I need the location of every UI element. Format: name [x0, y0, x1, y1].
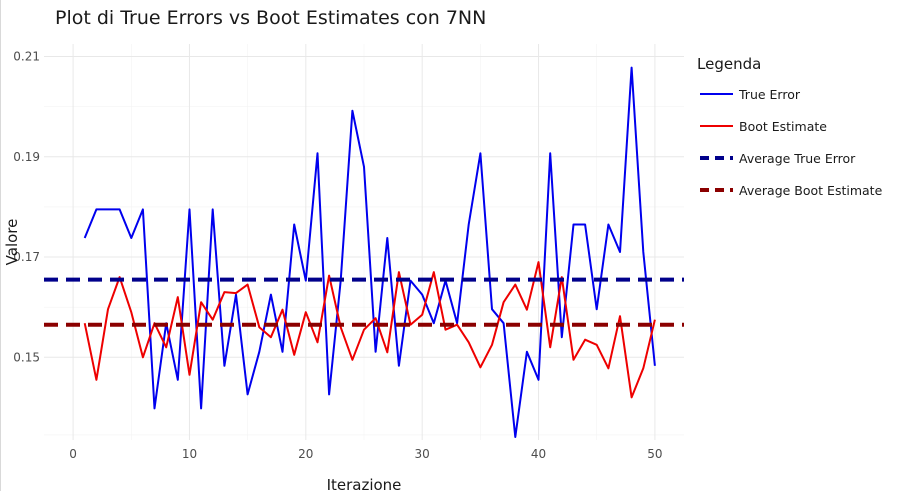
- y-tick-label: 0.17: [13, 250, 40, 264]
- y-axis-title: Valore: [3, 219, 21, 266]
- legend-item-boot-estimate: Boot Estimate: [697, 110, 892, 142]
- window-left-border: [0, 0, 1, 491]
- legend-key-true-error: [700, 93, 733, 95]
- legend-label: Average True Error: [739, 150, 856, 166]
- grid: [44, 44, 684, 440]
- legend: Legenda True Error Boot Estimate Average T…: [697, 55, 892, 206]
- x-tick-label: 20: [298, 447, 313, 461]
- y-tick-label: 0.15: [13, 350, 40, 364]
- legend-key-average-boot-estimate: [700, 188, 733, 192]
- legend-label: True Error: [739, 86, 800, 102]
- legend-title: Legenda: [697, 55, 762, 73]
- y-tick-label: 0.19: [13, 150, 40, 164]
- x-tick-label: 30: [415, 447, 430, 461]
- legend-key-average-true-error: [700, 156, 733, 160]
- x-tick-label: 40: [531, 447, 546, 461]
- x-tick-label: 0: [69, 447, 77, 461]
- x-tick-label: 50: [647, 447, 662, 461]
- x-tick-label: 10: [182, 447, 197, 461]
- legend-item-average-true-error: Average True Error: [697, 142, 892, 174]
- chart-title: Plot di True Errors vs Boot Estimates co…: [55, 7, 487, 29]
- series-line-true-error: [83, 66, 656, 438]
- legend-item-true-error: True Error: [697, 78, 892, 110]
- legend-label: Average Boot Estimate: [739, 182, 883, 198]
- legend-item-average-boot-estimate: Average Boot Estimate: [697, 174, 892, 206]
- series-line-boot-estimate: [83, 261, 656, 399]
- x-axis-title: Iterazione: [327, 476, 402, 491]
- y-tick-label: 0.21: [13, 50, 40, 64]
- legend-label: Boot Estimate: [739, 118, 827, 134]
- legend-key-boot-estimate: [700, 125, 733, 127]
